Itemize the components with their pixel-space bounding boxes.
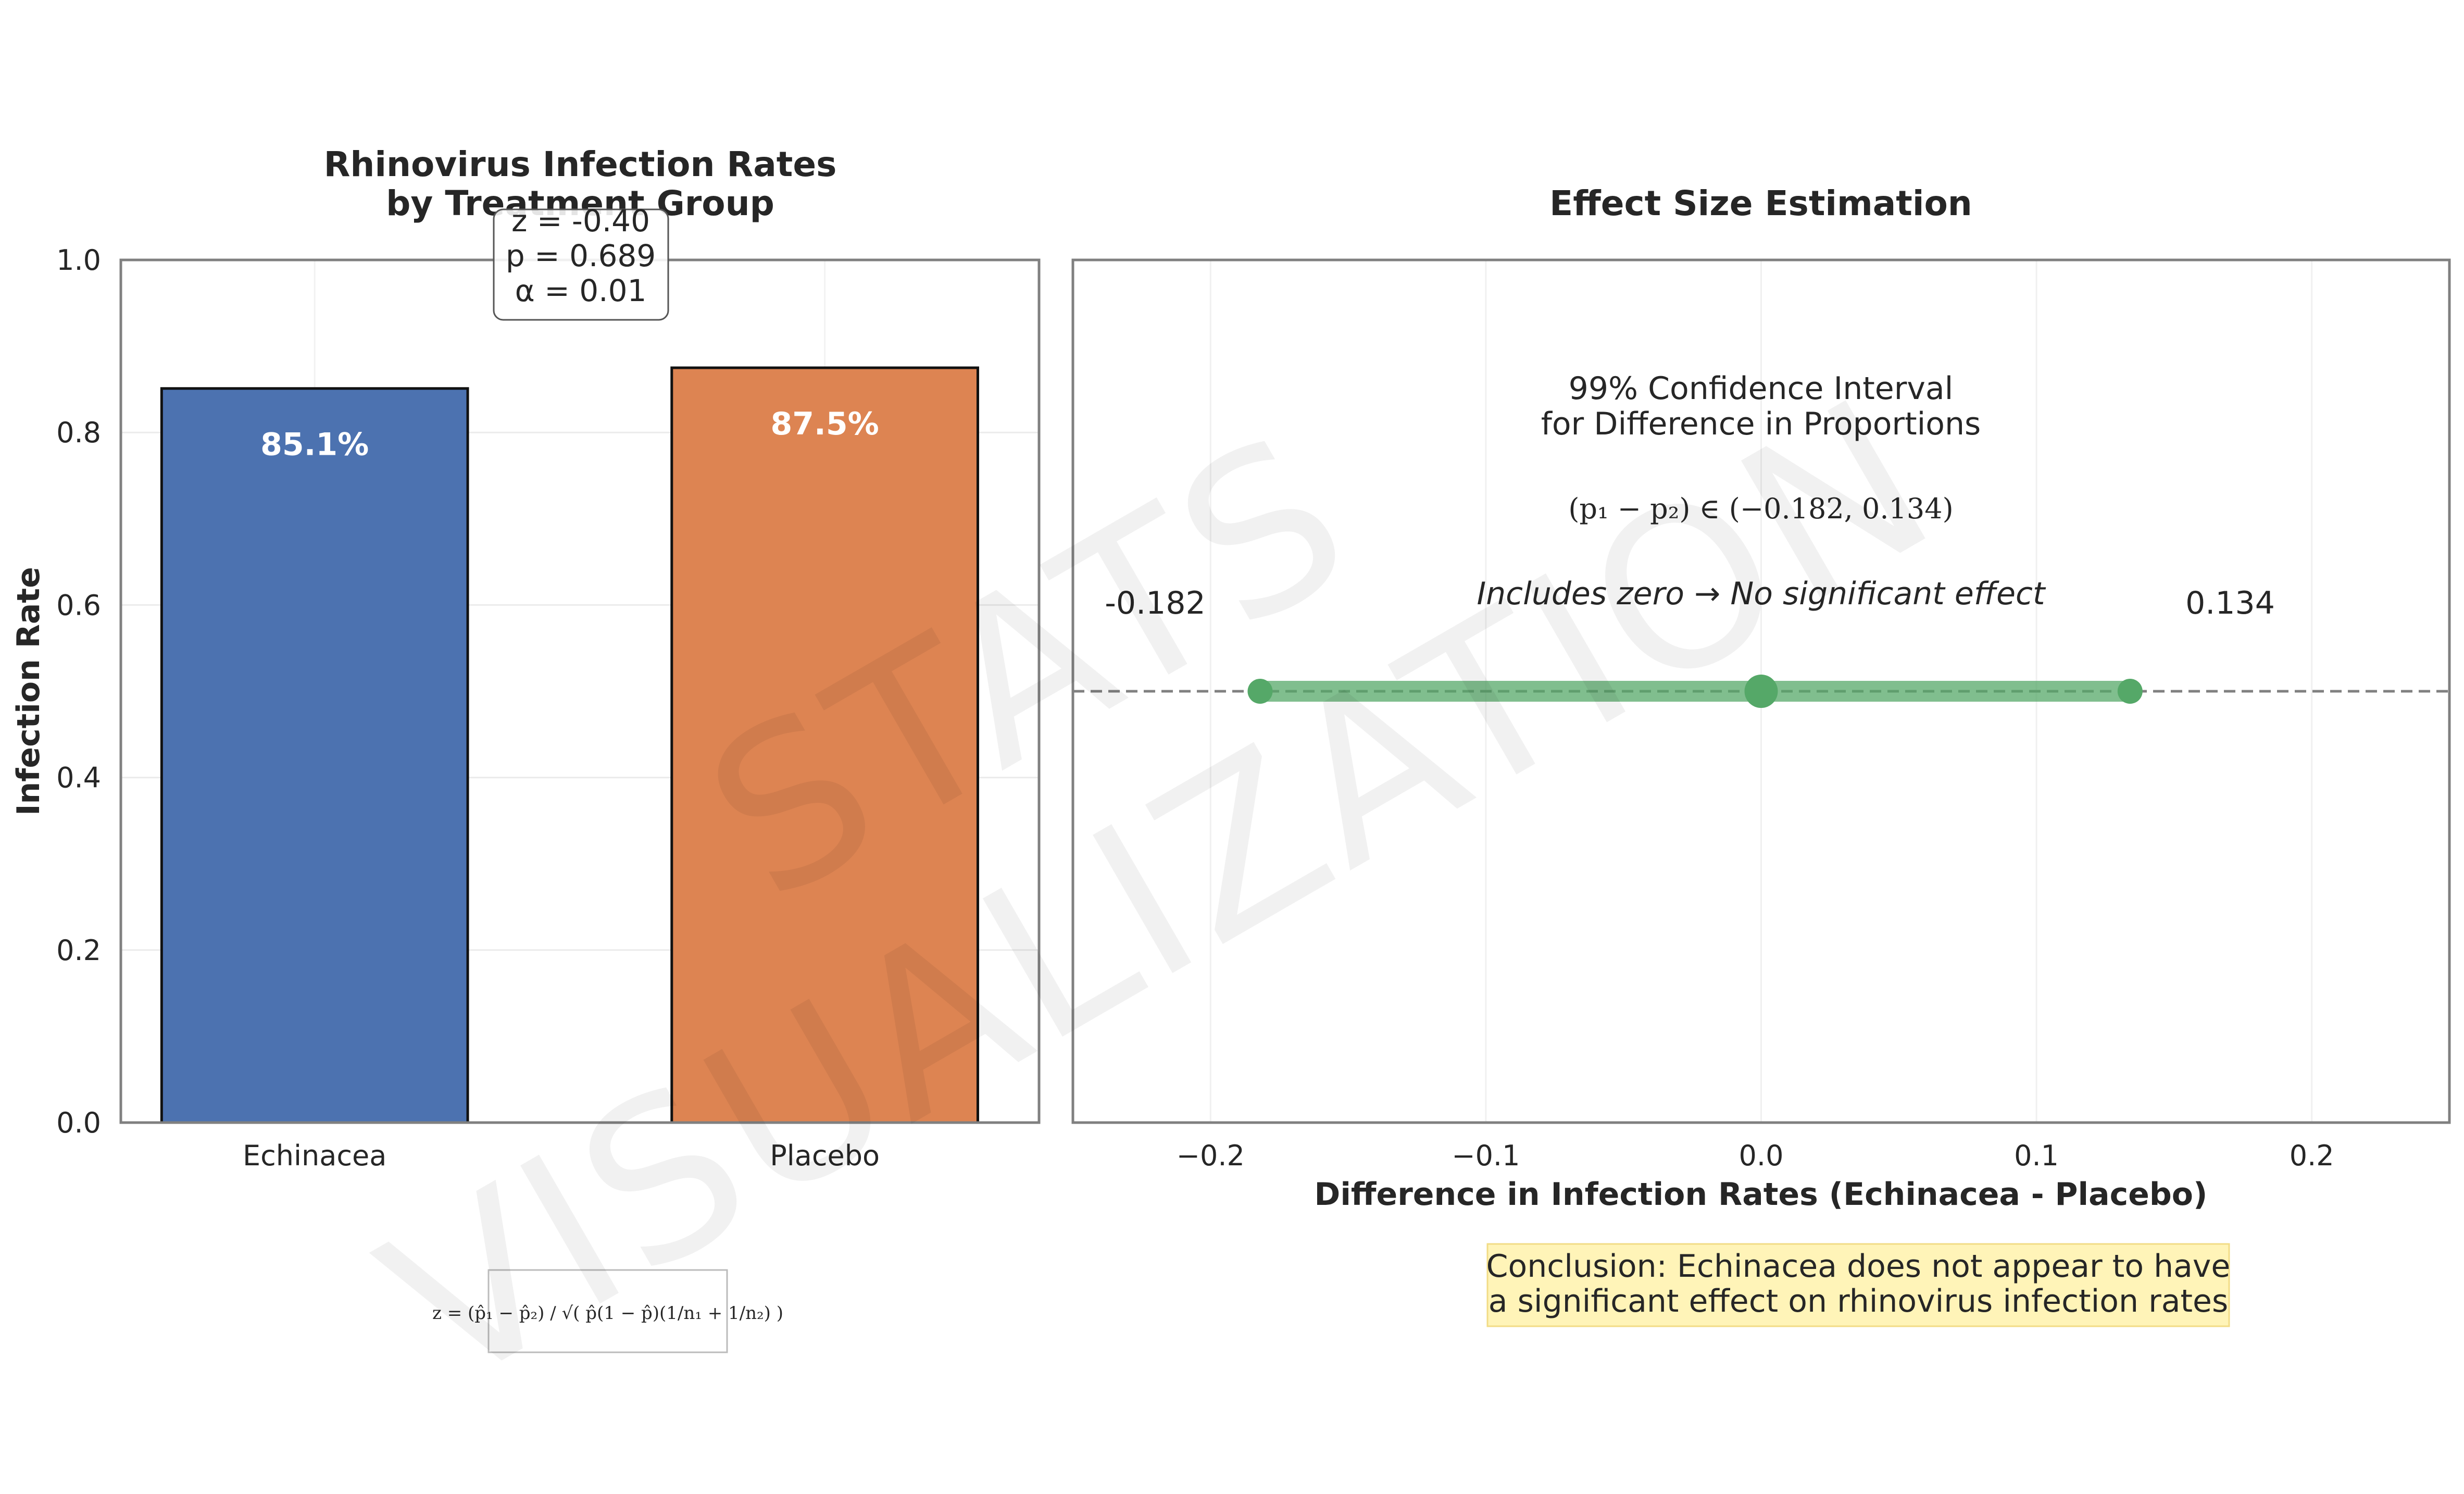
- bar-value-label-echinacea: 85.1%: [260, 427, 369, 463]
- bar-placebo: [670, 366, 979, 1124]
- ci-lower-label: -0.182: [1105, 585, 1205, 621]
- x-tick-label-echinacea: Echinacea: [243, 1139, 386, 1172]
- effect-x-tick-label-0: −0.2: [1177, 1139, 1245, 1172]
- ci-lower-point: [1247, 679, 1273, 704]
- ci-upper-label: 0.134: [2185, 585, 2275, 621]
- effect-x-tick-label-4: 0.2: [2290, 1139, 2334, 1172]
- y-tick-label-1: 0.2: [56, 934, 101, 967]
- point-estimate: [1744, 675, 1778, 708]
- effect-x-tick-label-2: 0.0: [1739, 1139, 1784, 1172]
- y-axis-ticks: 0.0 0.2 0.4 0.6 0.8 1.0: [56, 244, 101, 1139]
- z-formula-box: z = (p̂₁ − p̂₂) / √( p̂(1 − p̂)(1/n₁ + 1…: [432, 1269, 783, 1353]
- ci-formula: (p₁ − p₂) ∈ (−0.182, 0.134): [1568, 492, 1953, 525]
- stats-box: z = -0.40 p = 0.689 α = 0.01: [493, 203, 669, 321]
- bar-value-label-placebo: 87.5%: [771, 406, 879, 442]
- stats-alpha: α = 0.01: [515, 273, 647, 308]
- y-tick-label-2: 0.4: [56, 762, 101, 794]
- stats-box-frame: [493, 208, 669, 321]
- y-tick-label-5: 1.0: [56, 244, 101, 277]
- ci-annotation-line1: 99% Confidence Interval: [1569, 370, 1954, 407]
- x-tick-label-placebo: Placebo: [770, 1139, 880, 1172]
- y-tick-label-3: 0.6: [56, 589, 101, 621]
- ci-note: Includes zero → No significant effect: [1477, 576, 2046, 612]
- z-formula-frame: [487, 1269, 728, 1353]
- bar-echinacea: [160, 387, 469, 1124]
- y-tick-label-4: 0.8: [56, 416, 101, 449]
- conclusion-frame: [1486, 1243, 2230, 1327]
- effect-x-axis-label: Difference in Infection Rates (Echinacea…: [1315, 1176, 2208, 1213]
- ci-annotation-line2: for Difference in Proportions: [1541, 406, 1981, 442]
- effect-x-tick-label-3: 0.1: [2014, 1139, 2059, 1172]
- effect-chart-title: Effect Size Estimation: [1549, 183, 1972, 223]
- y-axis-label: Infection Rate: [10, 567, 47, 816]
- stats-z: z = -0.40: [511, 203, 650, 239]
- effect-x-tick-label-1: −0.1: [1452, 1139, 1520, 1172]
- conclusion-box: Conclusion: Echinacea does not appear to…: [1486, 1243, 2231, 1327]
- stats-p: p = 0.689: [506, 238, 656, 273]
- bar-series: 85.1% 87.5%: [160, 366, 979, 1124]
- conclusion-line1: Conclusion: Echinacea does not appear to…: [1486, 1248, 2231, 1285]
- y-tick-label-0: 0.0: [56, 1106, 101, 1139]
- bar-chart-title-line1: Rhinovirus Infection Rates: [324, 144, 837, 184]
- x-axis-ticks: Echinacea Placebo: [243, 1139, 880, 1172]
- ci-upper-point: [2117, 679, 2143, 704]
- z-formula: z = (p̂₁ − p̂₂) / √( p̂(1 − p̂)(1/n₁ + 1…: [432, 1303, 783, 1324]
- confidence-interval: [1247, 675, 2143, 708]
- effect-x-axis-ticks: −0.2 −0.1 0.0 0.1 0.2: [1177, 1139, 2334, 1172]
- conclusion-line2: a significant effect on rhinovirus infec…: [1489, 1283, 2228, 1319]
- effect-chart-frame: [1071, 258, 2451, 1124]
